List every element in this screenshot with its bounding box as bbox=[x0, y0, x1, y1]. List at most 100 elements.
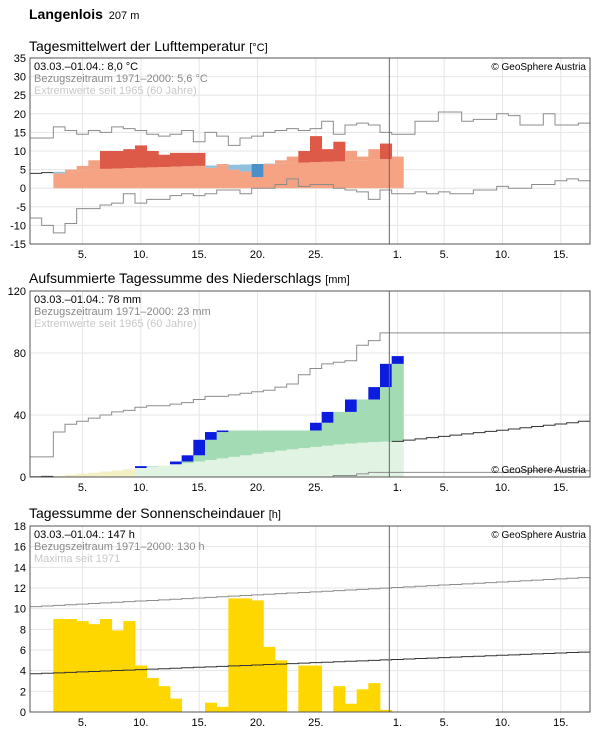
temp-anomaly-bar bbox=[135, 145, 147, 167]
precip-excess-area bbox=[322, 423, 334, 446]
y-tick-label: 25 bbox=[14, 90, 26, 102]
precip-excess-area bbox=[392, 364, 404, 442]
sunshine-bar bbox=[357, 689, 369, 712]
x-tick-label: 1. bbox=[393, 249, 402, 261]
precip-base-area bbox=[252, 454, 264, 477]
sunshine-bar bbox=[170, 699, 182, 712]
y-tick-label: 15 bbox=[14, 127, 26, 139]
y-tick-label: 120 bbox=[8, 286, 26, 298]
temp-anomaly-bar bbox=[205, 166, 217, 168]
sunshine-bar bbox=[158, 686, 170, 712]
temp-base-bar bbox=[287, 163, 299, 188]
y-tick-label: 5 bbox=[20, 165, 26, 177]
station-name: Langenlois bbox=[29, 6, 103, 22]
temp-base-bar bbox=[217, 165, 229, 188]
x-tick-label: 1. bbox=[393, 482, 402, 494]
sunshine-bar bbox=[53, 619, 65, 712]
x-tick-label: 20. bbox=[250, 482, 265, 494]
precip-excess-area bbox=[298, 431, 310, 449]
temp-base-bar bbox=[380, 159, 392, 188]
temp-base-bar bbox=[333, 161, 345, 188]
temp-anomaly-bar bbox=[333, 142, 345, 162]
precip-deficit-area bbox=[88, 473, 100, 477]
temp-anomaly-bar bbox=[357, 157, 369, 161]
legend-extremes: Maxima seit 1971 bbox=[34, 553, 120, 565]
sunshine-bar bbox=[333, 686, 345, 712]
precip-base-area bbox=[357, 443, 369, 477]
y-tick-label: 80 bbox=[14, 348, 26, 360]
sunshine-bar bbox=[147, 678, 159, 712]
precip-daily-increment bbox=[368, 387, 380, 399]
sunshine-chart: 0246810121416185.10.15.20.25.1.5.10.15.0… bbox=[0, 520, 596, 730]
temp-base-bar bbox=[158, 167, 170, 188]
legend-reference: Bezugszeitraum 1971–2000: 5,6 °C bbox=[34, 73, 208, 85]
precip-excess-area bbox=[287, 431, 299, 450]
precip-excess-area bbox=[275, 431, 287, 451]
y-tick-label: 30 bbox=[14, 72, 26, 84]
legend-extremes: Extremwerte seit 1965 (60 Jahre) bbox=[34, 85, 197, 97]
temp-anomaly-bar bbox=[112, 151, 124, 168]
temp-base-bar bbox=[263, 164, 275, 188]
temp-base-bar bbox=[298, 163, 310, 189]
precip-daily-increment bbox=[345, 400, 357, 412]
x-tick-label: 10. bbox=[133, 249, 148, 261]
temp-anomaly-bar bbox=[287, 157, 299, 163]
precip-base-area bbox=[228, 457, 240, 477]
precip-excess-area bbox=[147, 466, 159, 467]
x-tick-label: 15. bbox=[553, 249, 568, 261]
temp-anomaly-bar bbox=[368, 149, 380, 160]
y-tick-label: 4 bbox=[20, 666, 26, 678]
x-tick-label: 15. bbox=[553, 482, 568, 494]
precip-base-area bbox=[322, 446, 334, 477]
legend-extremes: Extremwerte seit 1965 (60 Jahre) bbox=[34, 318, 197, 330]
temp-anomaly-bar bbox=[263, 164, 275, 165]
precip-daily-increment bbox=[182, 455, 194, 461]
precip-excess-area bbox=[357, 400, 369, 443]
temp-base-bar bbox=[135, 168, 147, 188]
precipitation-title-text: Aufsummierte Tagessumme des Niederschlag… bbox=[29, 270, 321, 286]
x-tick-label: 15. bbox=[192, 482, 207, 494]
temp-base-bar bbox=[65, 171, 77, 188]
station-elevation: 207 m bbox=[109, 10, 140, 22]
legend-reference: Bezugszeitraum 1971–2000: 130 h bbox=[34, 541, 205, 553]
y-tick-label: 40 bbox=[14, 410, 26, 422]
x-tick-label: 20. bbox=[250, 249, 265, 261]
temp-anomaly-bar bbox=[77, 166, 89, 170]
precip-daily-increment bbox=[135, 466, 147, 468]
precip-base-area bbox=[147, 467, 159, 477]
precip-daily-increment bbox=[217, 431, 229, 433]
precip-daily-increment bbox=[193, 440, 205, 456]
sunshine-bar bbox=[240, 598, 252, 712]
temp-anomaly-bar bbox=[275, 160, 287, 163]
precip-daily-increment bbox=[380, 364, 392, 387]
y-tick-label: 0 bbox=[20, 707, 26, 719]
precip-base-area bbox=[275, 451, 287, 477]
precip-daily-increment bbox=[170, 462, 182, 465]
precip-base-area bbox=[287, 449, 299, 477]
temp-base-bar bbox=[53, 173, 65, 188]
y-tick-label: 0 bbox=[20, 183, 26, 195]
temp-anomaly-bar bbox=[392, 157, 404, 159]
station-title: Langenlois 207 m bbox=[29, 6, 139, 22]
precip-deficit-area bbox=[112, 470, 124, 477]
sunshine-bar bbox=[135, 666, 147, 713]
temp-base-bar bbox=[88, 170, 100, 189]
temp-anomaly-bar bbox=[88, 160, 100, 169]
x-tick-label: 10. bbox=[133, 482, 148, 494]
y-tick-label: 16 bbox=[14, 542, 26, 554]
temp-base-bar bbox=[252, 177, 264, 188]
precip-daily-increment bbox=[205, 432, 217, 440]
y-tick-label: 12 bbox=[14, 583, 26, 595]
y-tick-label: 20 bbox=[14, 109, 26, 121]
temp-base-bar bbox=[345, 161, 357, 189]
temp-base-bar bbox=[357, 160, 369, 188]
precip-base-area bbox=[240, 455, 252, 477]
precip-excess-area bbox=[193, 455, 205, 461]
y-tick-label: 18 bbox=[14, 521, 26, 533]
copyright-notice: © GeoSphere Austria bbox=[491, 530, 586, 541]
temp-base-bar bbox=[193, 166, 205, 188]
precip-base-area bbox=[170, 464, 182, 477]
precip-excess-area bbox=[228, 431, 240, 457]
precip-base-area bbox=[193, 462, 205, 478]
y-tick-label: 2 bbox=[20, 686, 26, 698]
